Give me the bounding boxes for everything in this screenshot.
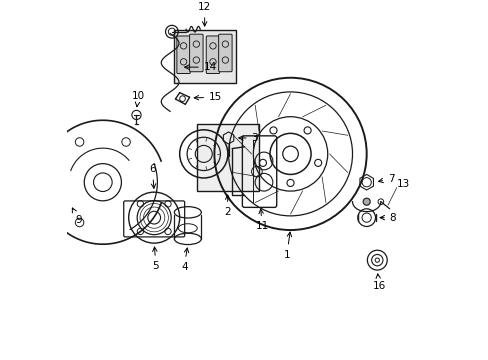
FancyBboxPatch shape xyxy=(177,36,190,73)
Text: 8: 8 xyxy=(379,213,395,222)
Text: 7: 7 xyxy=(378,174,394,184)
Text: 9: 9 xyxy=(72,208,81,225)
FancyBboxPatch shape xyxy=(206,36,219,73)
FancyBboxPatch shape xyxy=(189,34,203,72)
FancyBboxPatch shape xyxy=(218,34,232,72)
Text: 15: 15 xyxy=(194,92,222,102)
Text: 16: 16 xyxy=(372,274,385,291)
Text: 12: 12 xyxy=(198,2,211,26)
Circle shape xyxy=(363,198,369,205)
Text: 10: 10 xyxy=(131,91,144,107)
Text: 3: 3 xyxy=(238,133,258,143)
Text: 13: 13 xyxy=(396,179,409,189)
Text: 2: 2 xyxy=(224,195,230,217)
Text: 4: 4 xyxy=(181,248,188,272)
Bar xyxy=(173,30,235,83)
Text: 6: 6 xyxy=(149,165,156,188)
Text: 14: 14 xyxy=(184,62,217,72)
Text: 5: 5 xyxy=(152,247,159,271)
Text: 1: 1 xyxy=(283,232,291,260)
Text: 11: 11 xyxy=(255,209,268,231)
Bar xyxy=(196,124,258,191)
